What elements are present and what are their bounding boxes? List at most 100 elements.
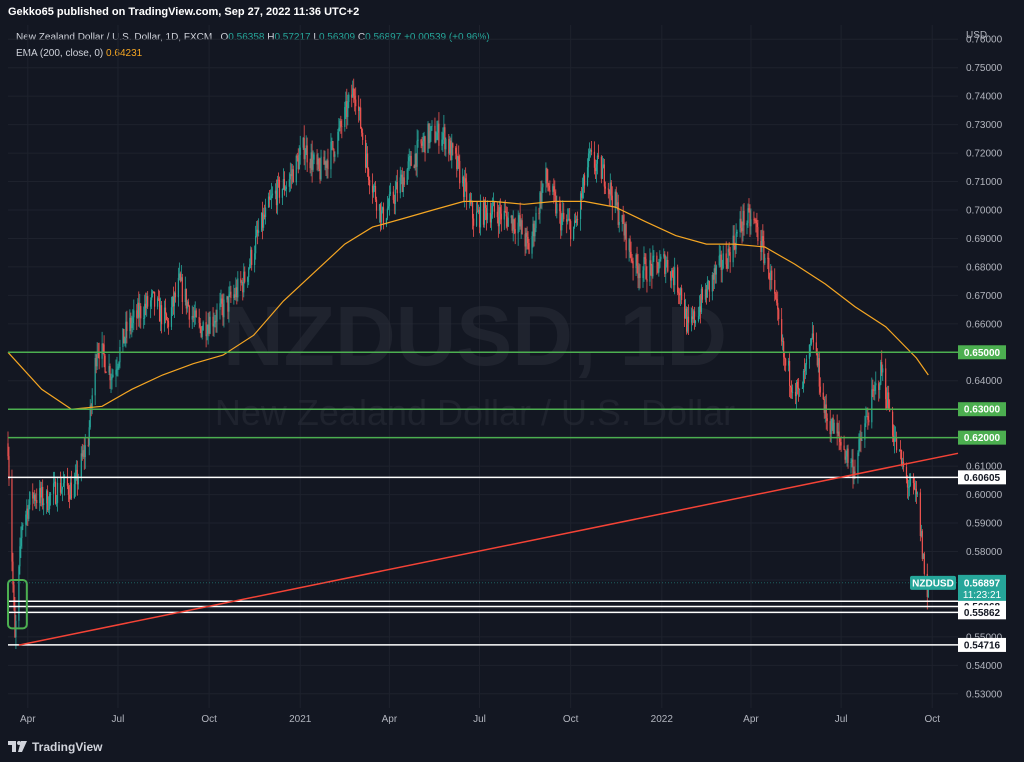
candle-body — [815, 342, 817, 354]
candle-body — [783, 341, 785, 358]
candle-body — [459, 160, 461, 184]
candle-body — [28, 504, 30, 519]
price-tick-label: 0.60000 — [966, 490, 1003, 501]
candle-body — [697, 316, 700, 321]
candle-body — [478, 209, 481, 228]
candle-body — [436, 132, 438, 140]
grid — [8, 25, 958, 708]
candle-body — [491, 206, 494, 215]
legend-ohlc-row[interactable]: New Zealand Dollar / U.S. Dollar, 1D, FX… — [16, 30, 490, 46]
candle-body — [464, 178, 466, 197]
candle-body — [202, 322, 204, 331]
watermark-description: New Zealand Dollar / U.S. Dollar — [215, 392, 735, 433]
candle-body — [866, 416, 868, 417]
candle-body — [144, 303, 146, 319]
candle-body — [178, 273, 180, 278]
candle-body — [595, 163, 598, 172]
candle-body — [847, 448, 849, 463]
candle-body — [784, 357, 786, 359]
candle-body — [368, 180, 371, 186]
candle-body — [809, 343, 811, 345]
candle-body — [686, 316, 689, 332]
candle-body — [475, 211, 478, 226]
level-tag-bg — [958, 470, 1006, 485]
candle-body — [146, 296, 148, 308]
candle-body — [504, 210, 506, 212]
candle-body — [429, 131, 431, 144]
candle-body — [264, 207, 267, 218]
candle-body — [247, 277, 249, 282]
candle-body — [776, 298, 778, 303]
candle-body — [638, 273, 640, 279]
time-tick-label: Oct — [201, 714, 217, 725]
candle-body — [520, 220, 522, 227]
candle-body — [472, 218, 475, 226]
candle-body — [554, 191, 556, 196]
candle-body — [907, 487, 910, 489]
candle-body — [7, 443, 9, 457]
candle-body — [324, 161, 326, 165]
candle-body — [445, 139, 447, 150]
candle-body — [888, 392, 890, 409]
candle-body — [234, 294, 236, 297]
candle-body — [597, 155, 600, 157]
legend-ema-row[interactable]: EMA (200, close, 0) 0.64231 — [16, 46, 490, 62]
candle-body — [187, 301, 189, 307]
candle-body — [313, 154, 315, 160]
candle-body — [844, 450, 846, 460]
candle-body — [221, 298, 223, 305]
candle-body — [683, 300, 686, 319]
candle-body — [339, 121, 341, 128]
candle-body — [894, 437, 896, 442]
candle-body — [402, 177, 404, 193]
candle-body — [733, 235, 735, 246]
candle-body — [312, 159, 314, 170]
candle-body — [914, 488, 917, 490]
candle-body — [119, 346, 121, 363]
candle-body — [531, 236, 533, 254]
candle-body — [788, 361, 791, 386]
candle-body — [477, 209, 480, 212]
candle-body — [125, 321, 127, 338]
candle-body — [711, 274, 713, 292]
candle-body — [424, 136, 426, 153]
candle-body — [670, 271, 672, 281]
ema-value: 0.64231 — [106, 48, 143, 59]
candle-body — [101, 343, 103, 359]
candle-body — [327, 160, 329, 170]
candle-body — [715, 265, 717, 275]
candle-body — [635, 254, 637, 269]
candle-body — [129, 317, 131, 332]
candle-body — [241, 282, 243, 283]
candle-body — [401, 174, 403, 193]
candle-body — [41, 486, 43, 498]
candle-body — [130, 317, 132, 329]
candle-body — [611, 195, 613, 208]
candle-body — [163, 307, 166, 325]
candle-body — [490, 214, 493, 223]
close-value: 0.56897 — [365, 32, 402, 43]
trendline-line — [18, 452, 959, 646]
candle-body — [11, 479, 13, 562]
candle-body — [112, 374, 114, 378]
candle-body — [261, 212, 264, 228]
candle-body — [53, 481, 56, 484]
time-axis[interactable]: Apr Jul Oct 2021 Apr Jul Oct 2022 Apr Jul Oct — [20, 714, 940, 725]
level-tag-label: 0.63000 — [964, 405, 1001, 416]
candle-body — [650, 260, 652, 266]
candle-body — [778, 309, 780, 320]
candle-body — [659, 259, 661, 268]
candle-body — [39, 488, 41, 504]
candle-body — [348, 94, 350, 103]
candle-body — [331, 141, 333, 142]
candle-body — [658, 267, 660, 273]
candle-body — [923, 553, 925, 574]
candle-body — [448, 139, 450, 154]
candle-body — [194, 310, 196, 318]
price-tick-label: 0.55000 — [966, 632, 1003, 643]
candle-body — [735, 233, 737, 250]
candle-body — [763, 241, 765, 264]
candle-body — [615, 191, 617, 206]
candle-body — [629, 239, 631, 252]
